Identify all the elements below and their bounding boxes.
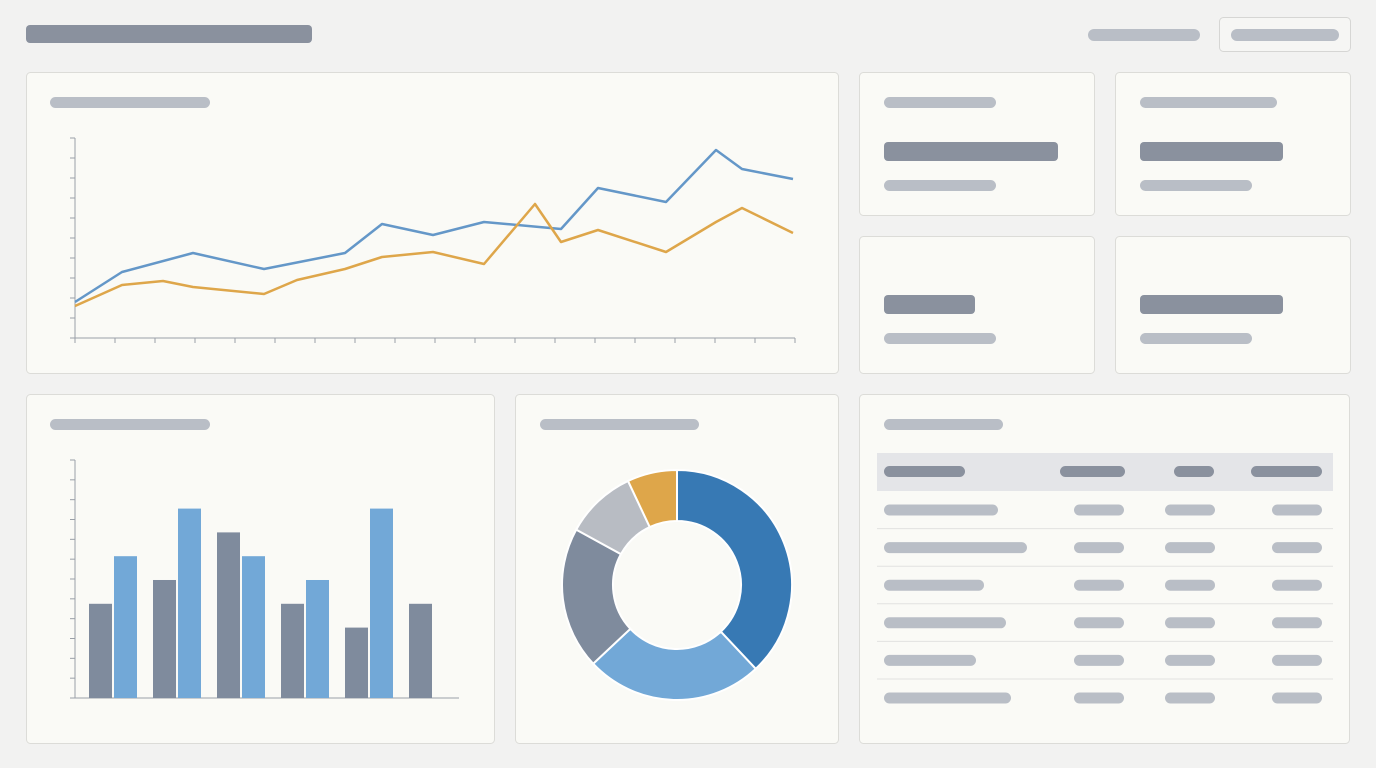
cell-placeholder — [1272, 654, 1322, 666]
cell-placeholder — [1074, 504, 1124, 516]
bar — [217, 532, 240, 698]
card-title-placeholder — [50, 419, 210, 430]
page-title-placeholder — [26, 25, 312, 43]
kpi-sub-placeholder — [884, 180, 996, 191]
line-series — [74, 148, 794, 304]
cell-placeholder — [884, 542, 1027, 554]
cell-placeholder — [1074, 579, 1124, 591]
cell-placeholder — [1165, 504, 1215, 516]
bar — [242, 556, 265, 698]
bar — [409, 603, 432, 698]
cell-placeholder — [1074, 692, 1124, 704]
cell-placeholder — [884, 692, 1011, 704]
cell-placeholder — [1165, 654, 1215, 666]
bar — [345, 627, 368, 698]
line-card — [26, 72, 839, 374]
cell-placeholder — [884, 504, 998, 516]
kpi-sub-placeholder — [1140, 333, 1252, 344]
kpi-sub-placeholder — [1140, 180, 1252, 191]
cell-placeholder — [1165, 617, 1215, 629]
card-title-placeholder — [884, 419, 1003, 430]
kpi-label-placeholder — [1140, 97, 1277, 108]
header-placeholder — [884, 466, 965, 477]
nav-placeholder[interactable] — [1088, 29, 1200, 41]
cell-placeholder — [1272, 542, 1322, 554]
cell-placeholder — [884, 617, 1006, 629]
cell-placeholder — [1074, 617, 1124, 629]
kpi-value-placeholder — [1140, 142, 1283, 161]
bar — [281, 603, 304, 698]
donut-slice — [676, 468, 793, 671]
bar — [89, 603, 112, 698]
kpi-sub-placeholder — [884, 333, 996, 344]
cell-placeholder — [884, 579, 984, 591]
table-card-bg — [859, 394, 1350, 744]
bar — [370, 508, 393, 698]
bar — [114, 556, 137, 698]
cell-placeholder — [1165, 692, 1215, 704]
kpi-value-placeholder — [884, 295, 975, 314]
donut-slice — [626, 468, 678, 529]
table-card — [859, 394, 1350, 744]
kpi-label-placeholder — [884, 97, 996, 108]
bar — [178, 508, 201, 698]
donut-slice — [591, 627, 758, 701]
cell-placeholder — [1074, 542, 1124, 554]
line-series — [74, 202, 794, 308]
cell-placeholder — [1272, 692, 1322, 704]
header-placeholder — [1251, 466, 1322, 477]
button-label-placeholder — [1231, 29, 1339, 41]
cell-placeholder — [1272, 617, 1322, 629]
kpi-value-placeholder — [1140, 295, 1283, 314]
kpi-value-placeholder — [884, 142, 1058, 161]
cell-placeholder — [1165, 542, 1215, 554]
cell-placeholder — [884, 654, 976, 666]
header-placeholder — [1174, 466, 1214, 477]
cell-placeholder — [1165, 579, 1215, 591]
cell-placeholder — [1074, 654, 1124, 666]
card-title-placeholder — [50, 97, 210, 108]
cell-placeholder — [1272, 579, 1322, 591]
card-title-placeholder — [540, 419, 699, 430]
cell-placeholder — [1272, 504, 1322, 516]
header-placeholder — [1060, 466, 1125, 477]
bar — [306, 579, 329, 698]
bar — [153, 579, 176, 698]
